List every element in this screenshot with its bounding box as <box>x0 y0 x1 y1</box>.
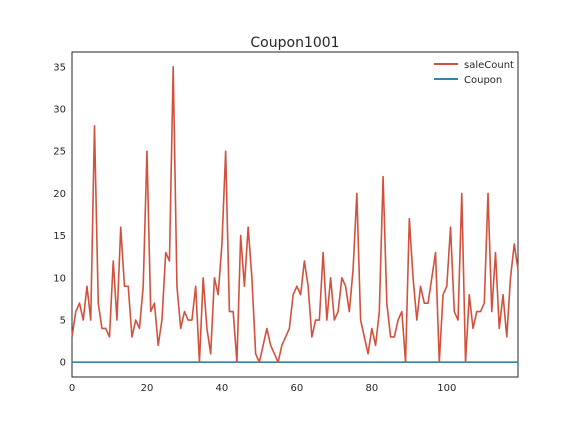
y-tick-label: 30 <box>53 104 66 115</box>
y-tick-label: 25 <box>53 147 66 158</box>
legend: saleCount Coupon <box>428 58 514 88</box>
y-tick-label: 0 <box>60 358 66 369</box>
y-tick-label: 15 <box>53 231 66 242</box>
x-tick-label: 40 <box>216 383 229 394</box>
y-tick-label: 10 <box>53 273 66 284</box>
y-tick-label: 35 <box>53 62 66 73</box>
y-axis-ticks: 0 5 10 15 20 25 30 35 <box>53 62 66 368</box>
plot-frame <box>71 51 519 378</box>
series-line-salecount <box>71 65 519 364</box>
x-tick-label: 80 <box>365 383 378 394</box>
y-tick-label: 20 <box>53 189 66 200</box>
legend-label-salecount: saleCount <box>464 60 514 71</box>
legend-label-coupon: Coupon <box>464 75 502 86</box>
chart-title: Coupon1001 <box>250 35 339 51</box>
x-tick-label: 20 <box>141 383 154 394</box>
y-tick-label: 5 <box>60 316 66 327</box>
x-tick-label: 0 <box>69 383 75 394</box>
x-tick-label: 100 <box>437 383 456 394</box>
x-axis-ticks: 0 20 40 60 80 100 <box>69 383 457 394</box>
x-tick-label: 60 <box>291 383 304 394</box>
series-layer <box>71 65 519 364</box>
